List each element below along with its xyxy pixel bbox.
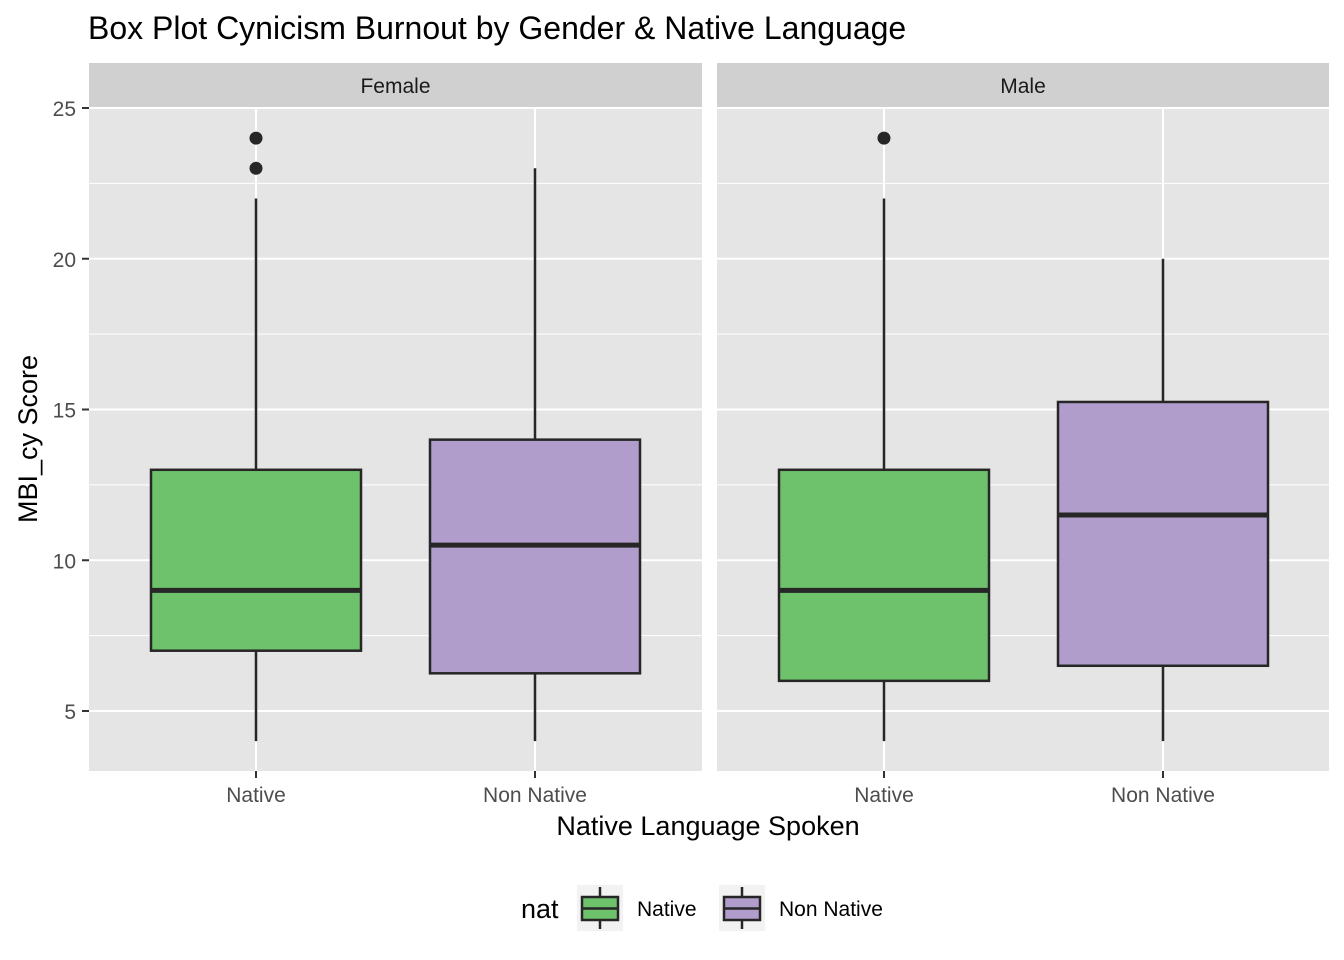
- legend-item-native: Native: [577, 885, 697, 931]
- box-male-non-native: [1056, 258, 1270, 742]
- x-tick-label: Non Native: [483, 784, 587, 807]
- y-tick-label: 5: [64, 701, 76, 724]
- box-iqr: [149, 468, 363, 652]
- legend-item-non-native: Non Native: [719, 885, 883, 931]
- facet-panels: Female Male: [89, 63, 1329, 771]
- legend-title: nat: [521, 894, 559, 924]
- outlier-point: [877, 131, 891, 145]
- box-iqr: [777, 468, 991, 683]
- y-tick-label: 15: [53, 400, 76, 423]
- y-tick-label: 25: [53, 98, 76, 121]
- facet-strip-label: Female: [360, 75, 430, 98]
- facet-panel-female: Female: [89, 63, 702, 771]
- facet-strip: [717, 63, 1329, 107]
- x-tick-label: Native: [854, 784, 914, 807]
- x-tick-label: Native: [226, 784, 286, 807]
- outlier-point: [249, 131, 263, 145]
- y-axis: 5 10 15 20 25: [53, 98, 89, 724]
- box-iqr: [1056, 400, 1270, 668]
- outlier-point: [249, 161, 263, 175]
- y-tick-label: 10: [53, 550, 76, 573]
- legend: nat Native Non Native: [521, 885, 883, 931]
- facet-strip: [89, 63, 702, 107]
- legend-label: Non Native: [779, 898, 883, 921]
- facet-strip-label: Male: [1000, 75, 1046, 98]
- legend-label: Native: [637, 898, 697, 921]
- y-axis-title: MBI_cy Score: [13, 355, 43, 523]
- box-female-native: [149, 131, 363, 742]
- x-axis-title: Native Language Spoken: [556, 811, 859, 841]
- chart-title: Box Plot Cynicism Burnout by Gender & Na…: [88, 10, 906, 46]
- box-iqr: [428, 438, 642, 675]
- x-tick-label: Non Native: [1111, 784, 1215, 807]
- facet-panel-male: Male: [717, 63, 1329, 771]
- box-male-native: [777, 131, 991, 742]
- box-female-non-native: [428, 168, 642, 742]
- x-axis: Native Non Native Native Non Native: [226, 771, 1215, 807]
- y-tick-label: 20: [53, 249, 76, 272]
